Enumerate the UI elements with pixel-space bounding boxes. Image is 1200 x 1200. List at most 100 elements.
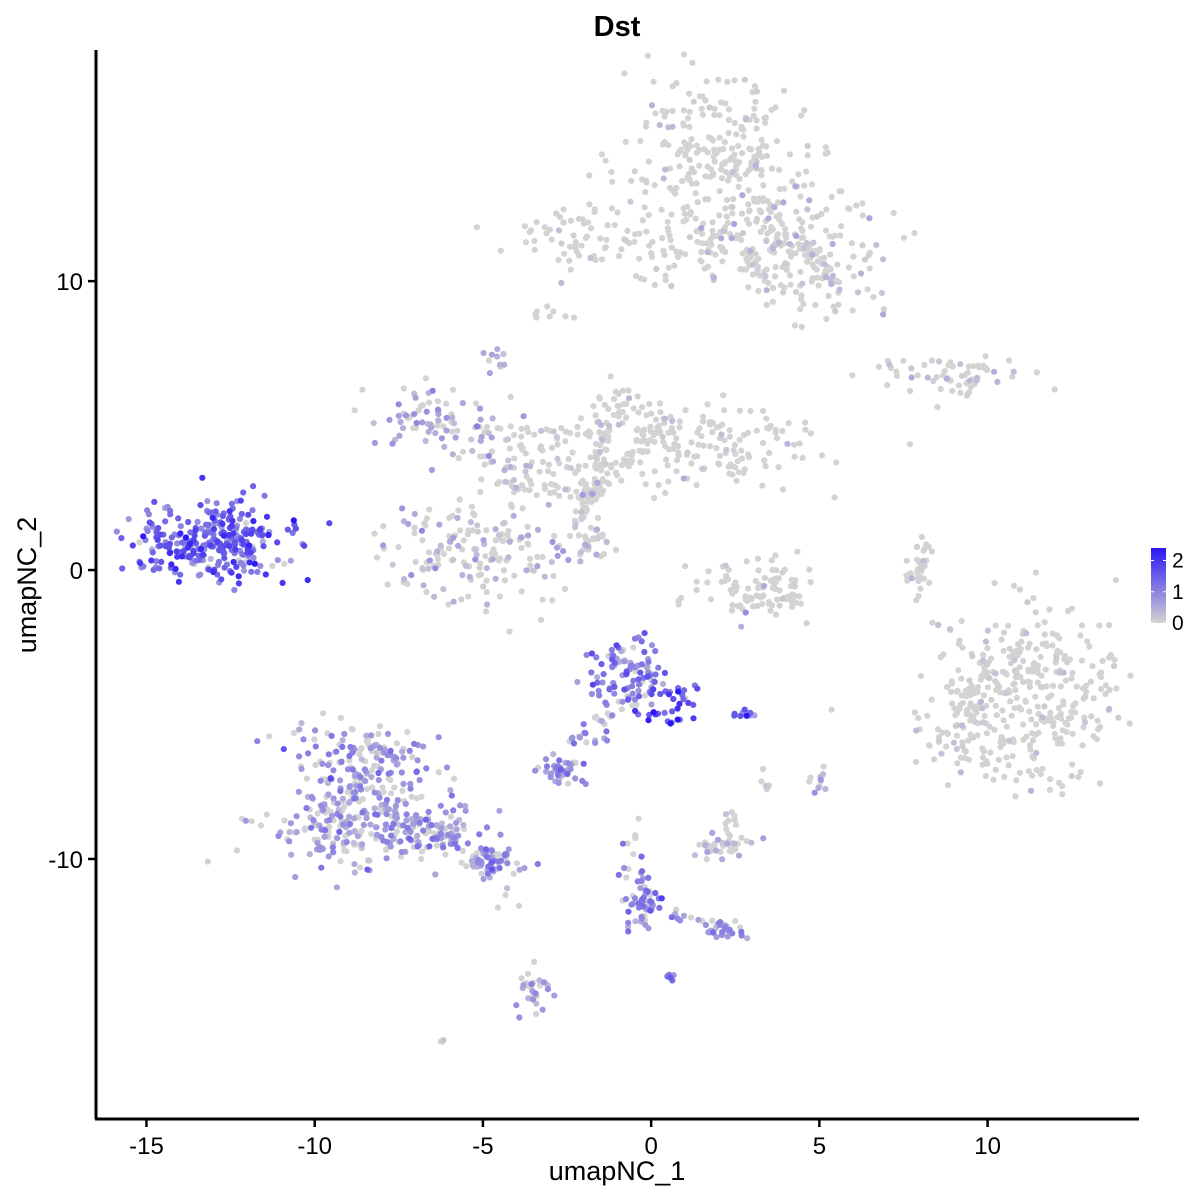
cell-point — [586, 201, 593, 208]
cell-point — [524, 970, 532, 977]
cell-point — [425, 565, 432, 572]
cell-point — [671, 262, 678, 269]
cell-point — [771, 204, 778, 211]
cell-point — [1081, 714, 1088, 721]
cell-point — [753, 427, 760, 434]
cell-point — [433, 842, 440, 849]
cell-point — [643, 179, 650, 186]
cell-point — [792, 250, 799, 257]
cell-point — [753, 125, 760, 132]
cell-point — [729, 590, 736, 597]
cell-point — [667, 237, 674, 244]
cell-point — [672, 190, 679, 197]
cell-point — [483, 824, 491, 831]
cell-point — [242, 531, 250, 538]
cell-point — [806, 197, 813, 204]
cell-point — [681, 51, 688, 58]
cell-point — [725, 129, 732, 137]
cell-point — [539, 596, 546, 603]
cell-point — [190, 550, 197, 557]
cell-point — [594, 526, 601, 533]
cell-point — [738, 125, 745, 132]
cell-point — [238, 536, 245, 544]
cell-point — [760, 224, 768, 231]
cell-point — [396, 432, 403, 439]
cell-point — [1045, 694, 1052, 701]
cell-point — [574, 431, 581, 438]
cell-point — [412, 394, 419, 401]
cell-point — [1038, 672, 1045, 679]
cell-point — [772, 611, 780, 618]
cell-point — [539, 553, 546, 561]
cell-point — [1077, 768, 1084, 776]
cell-point — [935, 621, 942, 629]
cell-point — [325, 853, 332, 860]
cell-point — [368, 732, 375, 739]
cell-point — [450, 534, 457, 541]
cell-point — [613, 472, 621, 479]
cell-point — [880, 256, 887, 263]
cell-point — [496, 361, 503, 368]
cell-point — [635, 676, 642, 683]
cell-point — [641, 204, 648, 211]
cell-point — [533, 1000, 540, 1007]
cell-point — [1068, 708, 1075, 715]
cell-point — [734, 458, 741, 465]
cell-point — [582, 462, 589, 469]
cell-point — [257, 562, 264, 570]
cell-point — [1106, 686, 1113, 694]
cell-point — [984, 760, 991, 767]
cell-point — [602, 699, 609, 706]
cell-point — [729, 210, 736, 217]
cell-point — [1059, 727, 1066, 734]
cell-point — [979, 705, 986, 712]
cell-point — [351, 407, 358, 414]
cell-point — [747, 247, 754, 255]
cell-point — [449, 512, 456, 519]
cell-point — [704, 579, 711, 586]
cell-point — [418, 848, 426, 855]
cell-point — [673, 435, 680, 442]
cell-point — [641, 692, 649, 699]
cell-point — [1027, 746, 1034, 753]
cell-point — [728, 848, 736, 855]
cell-point — [566, 532, 574, 540]
cell-point — [721, 139, 728, 146]
cell-point — [399, 505, 406, 512]
cell-point — [621, 658, 628, 665]
cell-point — [634, 878, 641, 885]
cell-point — [1069, 761, 1076, 768]
cell-point — [1005, 622, 1012, 629]
cell-point — [1012, 793, 1019, 800]
cell-point — [508, 504, 515, 511]
cell-point — [431, 593, 438, 600]
cell-point — [157, 531, 164, 538]
cell-point — [926, 742, 933, 749]
cell-point — [235, 580, 242, 587]
cell-point — [980, 692, 988, 699]
chart-title: Dst — [594, 11, 641, 43]
cell-point — [834, 261, 841, 268]
cell-point — [1081, 719, 1089, 726]
cell-point — [409, 754, 416, 761]
cell-point — [828, 281, 835, 288]
cell-point — [553, 434, 561, 441]
cell-point — [669, 708, 676, 715]
cell-point — [793, 232, 800, 240]
cell-point — [745, 585, 752, 592]
cell-point — [187, 540, 194, 547]
cell-point — [643, 663, 650, 671]
cell-point — [504, 436, 512, 443]
cell-point — [337, 858, 344, 865]
cell-point — [627, 198, 634, 205]
cell-point — [1097, 674, 1105, 681]
cell-point — [914, 570, 921, 577]
cell-point — [722, 248, 729, 256]
cell-point — [371, 805, 378, 812]
cell-point — [911, 230, 918, 237]
cell-point — [602, 460, 609, 467]
cell-point — [702, 842, 709, 849]
cell-point — [369, 767, 376, 774]
cell-point — [219, 513, 226, 520]
cell-point — [473, 423, 481, 430]
